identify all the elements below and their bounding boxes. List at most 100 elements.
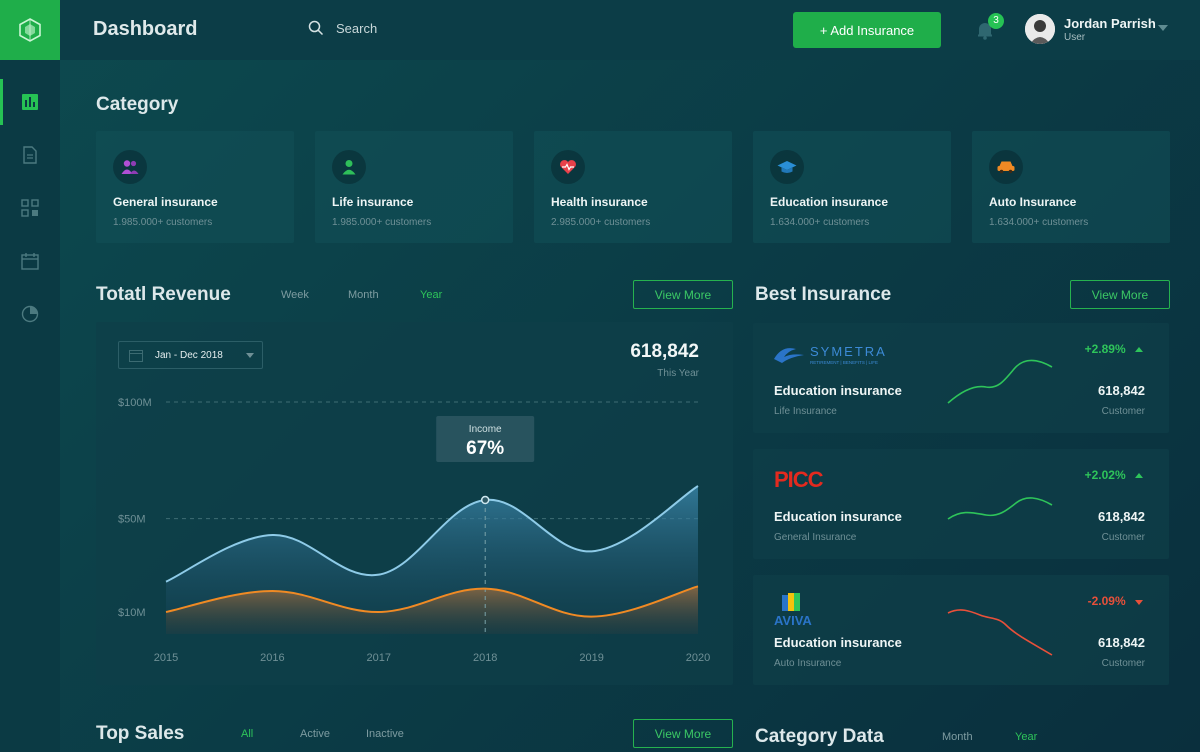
logo-text: SYMETRA <box>810 344 887 359</box>
category-count: 1.634.000+ customers <box>989 217 1089 228</box>
insurance-value-label: Customer <box>1101 532 1145 543</box>
sidebar-item-apps[interactable] <box>0 185 60 231</box>
document-icon <box>23 146 37 164</box>
x-tick-label: 2016 <box>260 652 284 664</box>
x-tick-label: 2017 <box>367 652 391 664</box>
user-role: User <box>1064 32 1086 43</box>
tab-week[interactable]: Week <box>281 289 309 301</box>
category-icon-wrap <box>551 150 585 184</box>
insurance-card-symetra[interactable]: SYMETRA RETIREMENT | BENEFITS | LIFE +2.… <box>753 323 1169 433</box>
revenue-view-more-button[interactable]: View More <box>633 280 733 309</box>
series-line-income <box>165 485 699 583</box>
top-sales-title: Top Sales <box>96 723 185 744</box>
category-icon-wrap <box>770 150 804 184</box>
category-count: 1.985.000+ customers <box>332 217 432 228</box>
sparkline <box>947 609 1053 656</box>
pie-chart-icon <box>21 305 39 323</box>
insurance-value: 618,842 <box>1098 509 1145 524</box>
category-name: General insurance <box>113 195 218 209</box>
chart-bar-icon <box>22 94 38 110</box>
tab-month[interactable]: Month <box>348 289 379 301</box>
insurance-type: General Insurance <box>774 532 857 543</box>
category-icon-wrap <box>113 150 147 184</box>
grid-icon <box>21 199 39 217</box>
insurance-value-label: Customer <box>1101 658 1145 669</box>
income-tooltip: Income 67% <box>436 416 535 462</box>
category-card-general[interactable]: General insurance 1.985.000+ customers <box>96 131 294 243</box>
symetra-logo: SYMETRA RETIREMENT | BENEFITS | LIFE <box>774 341 894 372</box>
users-icon <box>121 160 139 174</box>
chevron-down-icon[interactable] <box>1158 24 1168 32</box>
sparkline <box>947 497 1053 520</box>
insurance-card-picc[interactable]: PICC +2.02% Education insurance General … <box>753 449 1169 559</box>
date-range-select[interactable]: Jan - Dec 2018 <box>118 341 263 369</box>
search-bar[interactable] <box>308 20 516 36</box>
arrow-up-icon <box>1135 347 1143 352</box>
arrow-up-icon <box>1135 473 1143 478</box>
graduation-cap-icon <box>777 161 797 173</box>
revenue-title: Totatl Revenue <box>96 284 231 305</box>
insurance-name: Education insurance <box>774 509 902 524</box>
notification-badge: 3 <box>988 13 1004 29</box>
bell-icon[interactable] <box>975 20 995 40</box>
sidebar-item-dashboard[interactable] <box>0 79 60 125</box>
category-card-auto[interactable]: Auto Insurance 1.634.000+ customers <box>972 131 1170 243</box>
chevron-down-icon <box>246 353 254 358</box>
y-tick-label: $50M <box>118 514 146 526</box>
category-name: Education insurance <box>770 195 889 209</box>
change-value: -2.09% <box>1087 594 1126 608</box>
sidebar-item-documents[interactable] <box>0 132 60 178</box>
tab-all[interactable]: All <box>241 728 254 740</box>
aviva-logo: AVIVA <box>774 593 834 632</box>
insurance-name: Education insurance <box>774 383 902 398</box>
series-area-secondary <box>166 586 698 634</box>
top-header: Dashboard + Add Insurance 3 Jordan Parri… <box>60 0 1200 60</box>
page-title: Dashboard <box>93 18 198 40</box>
tab-inactive[interactable]: Inactive <box>366 728 404 740</box>
category-icon-wrap <box>332 150 366 184</box>
revenue-panel: Jan - Dec 2018 618,842 This Year $100M $5… <box>96 322 733 685</box>
category-title: Category <box>96 94 179 115</box>
tab-category-year[interactable]: Year <box>1015 731 1038 743</box>
add-insurance-button[interactable]: + Add Insurance <box>793 12 941 48</box>
search-icon <box>308 20 324 36</box>
tooltip-label: Income <box>469 424 502 435</box>
user-name[interactable]: Jordan Parrish <box>1064 16 1156 31</box>
insurance-value: 618,842 <box>1098 635 1145 650</box>
highlight-point[interactable] <box>480 495 490 505</box>
logo-text: PICC <box>774 467 824 492</box>
change-indicator: +2.89% <box>1085 342 1143 356</box>
revenue-chart: $100M $50M $10M 2015 2016 2017 2018 2019 2020 I… <box>118 397 710 664</box>
revenue-total: 618,842 <box>630 341 699 362</box>
y-tick-label: $100M <box>118 397 152 409</box>
search-input[interactable] <box>336 20 516 36</box>
y-tick-label: $10M <box>118 607 146 619</box>
insurance-name: Education insurance <box>774 635 902 650</box>
top-sales-view-more-button[interactable]: View More <box>633 719 733 748</box>
category-icon-wrap <box>989 150 1023 184</box>
x-tick-label: 2018 <box>473 652 497 664</box>
user-avatar-icon <box>1025 14 1055 44</box>
calendar-icon <box>129 350 143 362</box>
category-card-health[interactable]: Health insurance 2.985.000+ customers <box>534 131 732 243</box>
insurance-type: Life Insurance <box>774 406 837 417</box>
avatar[interactable] <box>1025 14 1055 44</box>
tooltip-value: 67% <box>466 438 504 459</box>
sidebar-item-calendar[interactable] <box>0 238 60 284</box>
tab-year[interactable]: Year <box>420 289 443 301</box>
category-name: Auto Insurance <box>989 195 1077 209</box>
heart-pulse-icon <box>560 160 576 174</box>
tab-active[interactable]: Active <box>300 728 330 740</box>
insurance-card-aviva[interactable]: AVIVA -2.09% Education insurance Auto In… <box>753 575 1169 685</box>
tab-category-month[interactable]: Month <box>942 731 973 743</box>
category-card-education[interactable]: Education insurance 1.634.000+ customers <box>753 131 951 243</box>
insurance-value: 618,842 <box>1098 383 1145 398</box>
category-count: 1.985.000+ customers <box>113 217 213 228</box>
app-logo[interactable] <box>0 0 60 60</box>
category-card-life[interactable]: Life insurance 1.985.000+ customers <box>315 131 513 243</box>
date-range-label: Jan - Dec 2018 <box>155 350 223 361</box>
sidebar-item-reports[interactable] <box>0 291 60 337</box>
best-view-more-button[interactable]: View More <box>1070 280 1170 309</box>
x-tick-label: 2019 <box>579 652 603 664</box>
car-icon <box>997 161 1015 174</box>
